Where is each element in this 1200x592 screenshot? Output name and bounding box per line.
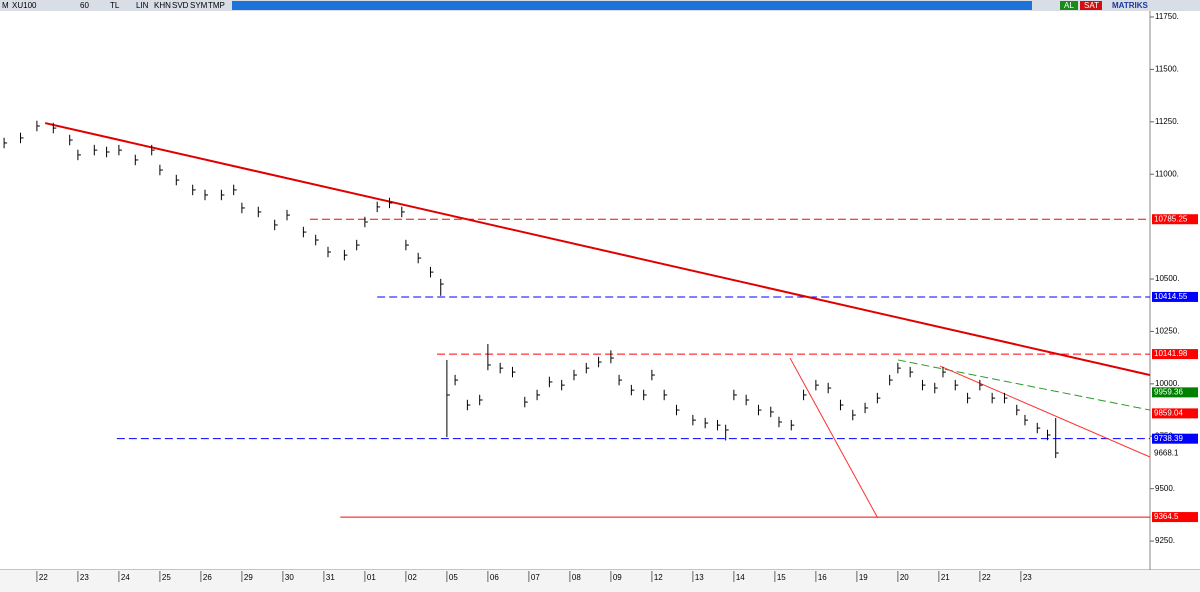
x-tick-label: 23 (80, 573, 89, 582)
toolbar-strip (232, 1, 1032, 10)
price-marker-bg (1152, 408, 1198, 419)
x-tick-label: 08 (572, 573, 581, 582)
x-tick-label: 12 (654, 573, 663, 582)
price-marker-bg (1152, 448, 1198, 459)
x-tick-label: 23 (1023, 573, 1032, 582)
sell-button[interactable] (1080, 1, 1102, 10)
y-tick-label: 9500. (1155, 484, 1175, 493)
price-marker-bg (1152, 387, 1198, 398)
level-label-bg (1152, 512, 1198, 523)
x-axis-bg (0, 570, 1200, 592)
buy[interactable]: AL (1064, 1, 1074, 10)
level-label-bg (1152, 349, 1198, 360)
buy-button[interactable] (1060, 1, 1078, 10)
x-tick-label: 20 (900, 573, 909, 582)
x-tick-label: 15 (777, 573, 786, 582)
y-tick-label: 10250. (1155, 327, 1179, 336)
toolbar: M XU100 60 TL LIN KHN SVD SYM TMP AL SAT MAT… (0, 0, 1200, 11)
x-tick-label: 05 (449, 573, 458, 582)
x-tick-label: 14 (736, 573, 745, 582)
x-tick-label: 07 (531, 573, 540, 582)
y-tick-label: 11500. (1155, 64, 1179, 73)
trendline (897, 359, 1151, 411)
x-tick-label: 30 (285, 573, 294, 582)
y-tick-label: 11750. (1155, 12, 1179, 21)
level-label: 9738.39 (1154, 434, 1183, 443)
brand: MATRIKS (1112, 1, 1149, 10)
symbol[interactable]: XU100 (12, 1, 37, 10)
x-tick-label: 22 (39, 573, 48, 582)
level-label-bg (1152, 291, 1198, 302)
price-marker: 9668.1 (1154, 449, 1179, 458)
x-tick-label: 29 (244, 573, 253, 582)
x-tick-label: 26 (203, 573, 212, 582)
toolbar-button[interactable]: KHN (154, 1, 171, 10)
level-label-bg (1152, 433, 1198, 444)
x-tick-label: 09 (613, 573, 622, 582)
level-label-bg (1152, 214, 1198, 225)
level-label: 10785.25 (1154, 214, 1188, 223)
y-tick-label: 11000. (1155, 169, 1179, 178)
level-label: 9364.5 (1154, 512, 1179, 521)
menu[interactable]: M (2, 1, 9, 10)
x-tick-label: 01 (367, 573, 376, 582)
x-tick-label: 06 (490, 573, 499, 582)
x-tick-label: 16 (818, 573, 827, 582)
x-tick-label: 19 (859, 573, 868, 582)
period[interactable]: 60 (80, 1, 89, 10)
price-marker: 9859.04 (1154, 409, 1183, 418)
level-label: 10414.55 (1154, 292, 1188, 301)
toolbar-button[interactable]: SVD (172, 1, 189, 10)
toolbar-button[interactable]: LIN (136, 1, 149, 10)
x-tick-label: 24 (121, 573, 130, 582)
toolbar-button[interactable]: SYM (190, 1, 208, 10)
trendline (44, 122, 1151, 377)
x-tick-label: 13 (695, 573, 704, 582)
price-marker: 9959.36 (1154, 387, 1183, 396)
toolbar-buttons: LIN KHN SVD SYM TMP (136, 1, 225, 10)
y-tick-label: 10000. (1155, 379, 1179, 388)
level-label: 10141.98 (1154, 349, 1188, 358)
sell[interactable]: SAT (1084, 1, 1099, 10)
trendline (939, 365, 1151, 458)
y-tick-label: 9250. (1155, 536, 1175, 545)
toolbar-button[interactable]: TMP (208, 1, 225, 10)
x-tick-label: 21 (941, 573, 950, 582)
trendline (789, 357, 879, 519)
currency[interactable]: TL (110, 1, 120, 10)
x-tick-label: 25 (162, 573, 171, 582)
x-tick-label: 02 (408, 573, 417, 582)
x-tick-label: 22 (982, 573, 991, 582)
y-tick-label: 11250. (1155, 117, 1179, 126)
y-tick-label: 10500. (1155, 274, 1179, 283)
x-tick-label: 31 (326, 573, 335, 582)
